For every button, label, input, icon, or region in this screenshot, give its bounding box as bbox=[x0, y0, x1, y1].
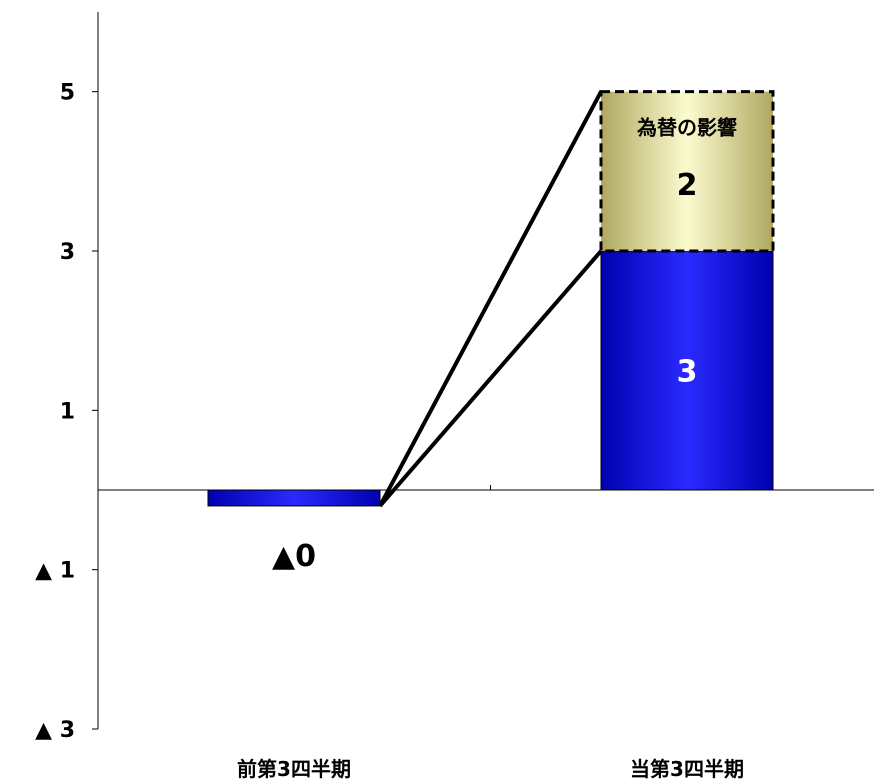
y-tick-label: 3 bbox=[60, 240, 75, 265]
y-ticks: ▲ 3 ▲ 1 1 3 5 bbox=[35, 81, 98, 743]
category-labels: 前第3四半期 当第3四半期 bbox=[237, 757, 744, 781]
data-label: ▲0 bbox=[272, 539, 316, 574]
data-label: 2 bbox=[677, 168, 698, 203]
y-tick-label: ▲ 1 bbox=[35, 559, 75, 584]
y-tick-label: 1 bbox=[60, 399, 75, 424]
bar-segment-fx bbox=[599, 90, 775, 253]
bars bbox=[207, 90, 775, 507]
y-tick-label: ▲ 3 bbox=[35, 718, 75, 743]
data-labels: ▲0 3 2 bbox=[272, 168, 697, 574]
category-label: 当第3四半期 bbox=[630, 757, 744, 781]
annotation-label: 為替の影響 bbox=[637, 116, 737, 140]
connector-lines bbox=[378, 90, 603, 508]
y-tick-label: 5 bbox=[60, 81, 75, 106]
bar-segment-main bbox=[207, 489, 381, 507]
data-label: 3 bbox=[677, 355, 698, 390]
connector-line-upper bbox=[378, 90, 603, 507]
category-label: 前第3四半期 bbox=[237, 757, 351, 781]
connector-line-lower bbox=[378, 249, 603, 508]
bar-segment-main bbox=[600, 250, 774, 491]
annotations: 為替の影響 bbox=[637, 116, 737, 140]
